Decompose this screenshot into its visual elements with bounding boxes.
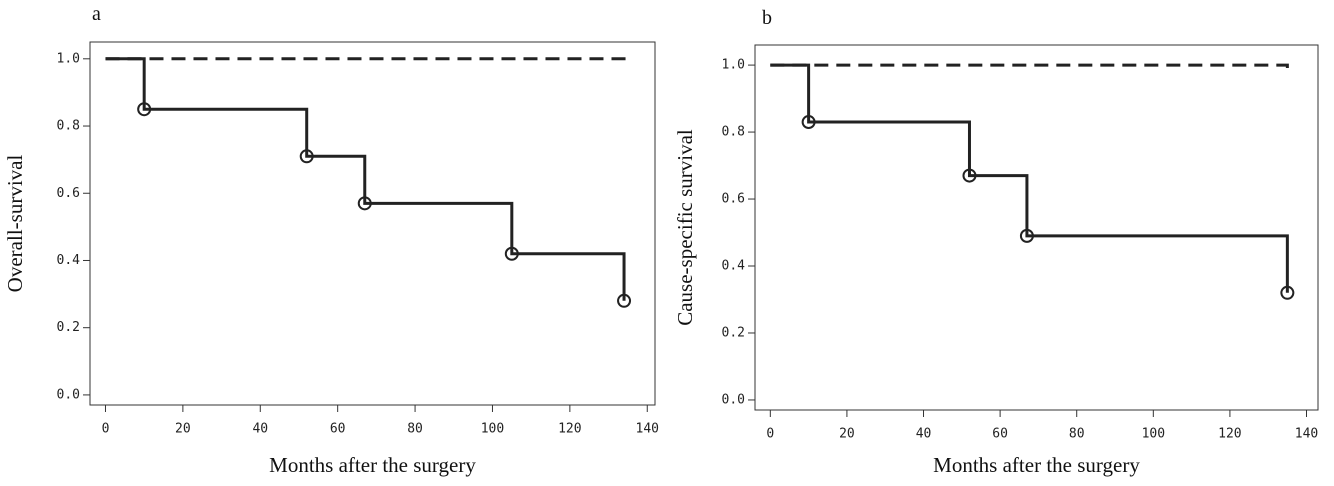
x-tick-label: 100 (481, 422, 504, 437)
y-tick-label: 0.0 (57, 387, 80, 402)
x-tick-label: 120 (1218, 427, 1241, 442)
y-tick-label: 1.0 (57, 51, 80, 66)
survival-line (105, 57, 626, 63)
x-tick-label: 60 (330, 422, 346, 437)
x-tick-label: 140 (1295, 427, 1318, 442)
x-tick-label: 40 (252, 422, 268, 437)
censor-marker (504, 246, 519, 261)
x-tick-label: 60 (992, 427, 1008, 442)
y-axis-label: Overall-survival (3, 155, 27, 293)
x-tick-label: 120 (558, 422, 581, 437)
x-axis-label: Months after the surgery (269, 453, 476, 477)
plot-frame (754, 44, 1319, 411)
y-tick-label: 0.0 (722, 392, 745, 407)
panel-label: b (762, 7, 772, 29)
y-tick-label: 0.4 (57, 253, 81, 268)
censor-marker (962, 168, 977, 183)
y-tick-label: 0.6 (57, 186, 80, 201)
censor-marker (617, 293, 632, 308)
survival-line (105, 57, 626, 301)
x-tick-label: 0 (102, 422, 110, 437)
x-axis-label: Months after the surgery (933, 453, 1140, 477)
y-axis-label: Cause-specific survival (673, 129, 697, 326)
y-tick-label: 0.4 (722, 259, 746, 274)
censor-marker (357, 196, 372, 211)
y-tick-label: 0.2 (57, 320, 80, 335)
x-tick-label: 20 (175, 422, 191, 437)
panel-label: a (92, 3, 101, 25)
censor-marker (801, 115, 816, 130)
survival-line (770, 63, 1289, 69)
x-tick-label: 40 (916, 427, 932, 442)
y-tick-label: 0.8 (57, 119, 80, 134)
x-tick-label: 140 (636, 422, 659, 437)
x-tick-label: 80 (407, 422, 423, 437)
censor-marker (1280, 285, 1295, 300)
x-tick-label: 80 (1069, 427, 1085, 442)
x-tick-label: 100 (1142, 427, 1165, 442)
y-tick-label: 1.0 (722, 58, 745, 73)
censor-marker (137, 102, 152, 117)
censor-marker (299, 149, 314, 164)
y-tick-label: 0.8 (722, 125, 745, 140)
y-tick-label: 0.2 (722, 325, 745, 340)
x-tick-label: 0 (766, 427, 774, 442)
plot-frame (89, 41, 656, 406)
x-tick-label: 20 (839, 427, 855, 442)
censor-marker (1019, 228, 1034, 243)
survival-line (770, 63, 1289, 293)
y-tick-label: 0.6 (722, 192, 745, 207)
